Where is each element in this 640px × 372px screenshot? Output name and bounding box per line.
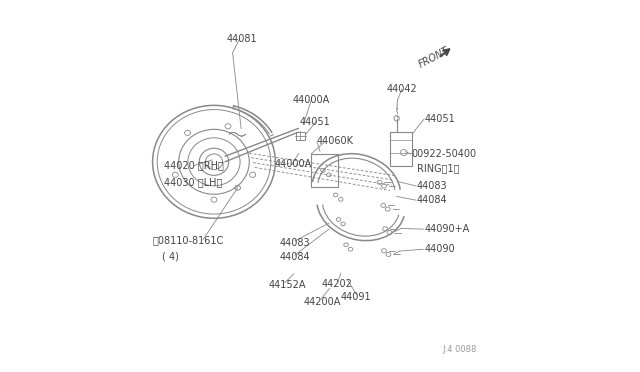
Text: 44090+A: 44090+A <box>424 224 469 234</box>
Text: 44042: 44042 <box>387 84 418 94</box>
Text: 44051: 44051 <box>424 114 455 124</box>
Text: 44060K: 44060K <box>316 136 353 145</box>
Text: 44084: 44084 <box>279 252 310 262</box>
Text: 44051: 44051 <box>299 117 330 127</box>
Text: 44084: 44084 <box>417 195 447 205</box>
Bar <box>311 154 338 187</box>
Bar <box>390 132 412 166</box>
Text: FRONT: FRONT <box>417 45 451 70</box>
Text: 44090: 44090 <box>424 244 455 254</box>
Text: J:4 0088: J:4 0088 <box>443 345 477 354</box>
Text: 44000A: 44000A <box>292 96 330 105</box>
Text: 44020 〈RH〉: 44020 〈RH〉 <box>164 161 223 170</box>
Text: 44202: 44202 <box>321 279 353 289</box>
Text: 44081: 44081 <box>227 34 257 44</box>
Text: 44200A: 44200A <box>303 297 341 307</box>
Text: Ⓑ08110-8161C: Ⓑ08110-8161C <box>152 235 224 245</box>
Text: RINGえ1〉: RINGえ1〉 <box>417 163 460 173</box>
Text: 44030 〈LH〉: 44030 〈LH〉 <box>164 177 222 187</box>
Text: ( 4): ( 4) <box>162 252 179 262</box>
Text: 44083: 44083 <box>417 181 447 191</box>
Text: 44091: 44091 <box>340 292 371 302</box>
Text: 44000A: 44000A <box>275 160 312 169</box>
Bar <box>296 132 305 140</box>
Text: 44083: 44083 <box>279 238 310 247</box>
Text: 00922-50400: 00922-50400 <box>411 149 476 159</box>
Text: 44152A: 44152A <box>269 280 306 290</box>
